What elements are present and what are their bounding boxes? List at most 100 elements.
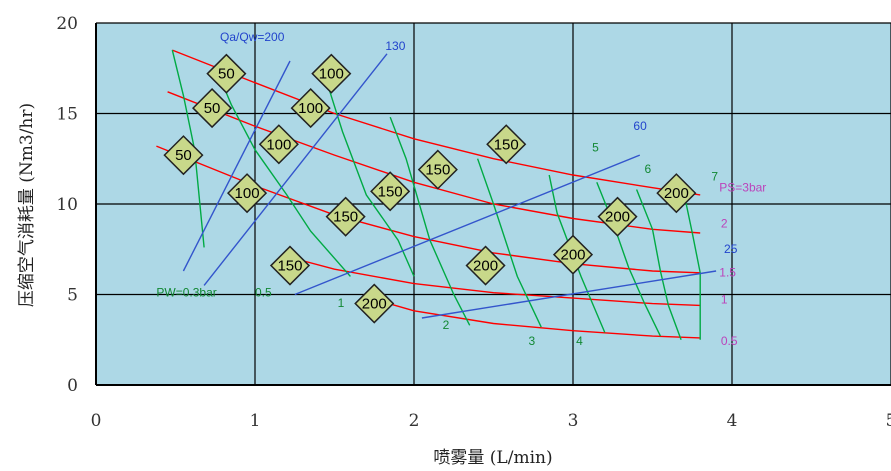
x-tick-label: 4	[727, 411, 738, 431]
series-line-2	[156, 145, 701, 274]
diamond-marker: 150	[325, 196, 366, 237]
diamond-marker: 50	[163, 135, 204, 176]
diamond-marker: 50	[192, 88, 233, 129]
diamond-value-label: 150	[333, 209, 358, 226]
diamond-value-label: 150	[494, 136, 519, 153]
diamond-shape	[354, 283, 395, 324]
diamond-marker: 200	[354, 283, 395, 324]
annotation-label: 4	[576, 334, 583, 348]
annotation-layer: Qa/Qw=200 130 60 25 PW=0.3bar 0.5 1 2 3 4 5 6 7PS=3b…	[156, 30, 766, 348]
series-line-17	[421, 270, 717, 319]
diamond-value-label: 150	[425, 162, 450, 179]
series-line-12	[635, 189, 682, 341]
annotation-label: 3	[528, 334, 535, 348]
diamond-value-label: 100	[298, 100, 323, 117]
diamond-value-label: 150	[378, 183, 403, 200]
x-tick-label: 3	[568, 411, 579, 431]
diamond-value-label: 200	[605, 209, 630, 226]
diamond-shape	[325, 196, 366, 237]
grid-lines	[95, 22, 891, 386]
series-line-5	[171, 49, 205, 248]
diamond-value-label: 50	[218, 66, 235, 83]
series-layer	[156, 49, 717, 341]
annotation-label: 2	[443, 318, 450, 332]
tick-labels: 01234505101520	[56, 14, 891, 431]
x-tick-label: 5	[886, 411, 891, 431]
diamond-shape	[269, 245, 311, 286]
diamond-shape	[656, 173, 697, 214]
diamond-marker: 100	[258, 124, 299, 165]
diamond-shape	[417, 149, 458, 190]
series-line-14	[182, 60, 291, 272]
annotation-label: 130	[385, 39, 405, 53]
diamond-shape	[311, 53, 352, 94]
diamond-marker: 50	[206, 53, 247, 94]
diamond-shape	[163, 135, 204, 176]
series-line-9	[476, 158, 542, 328]
diamond-value-label: 150	[277, 258, 302, 275]
y-tick-label: 0	[67, 376, 78, 396]
x-axis-title: 喷雾量 (L/min)	[433, 448, 552, 468]
series-line-16	[294, 154, 641, 296]
diamond-marker: 200	[465, 245, 506, 286]
annotation-label: 1.5	[719, 265, 736, 279]
diamond-marker: 150	[417, 149, 458, 190]
diamond-marker: 150	[486, 124, 527, 165]
series-line-13	[683, 194, 701, 340]
diamond-value-label: 50	[175, 147, 192, 164]
annotation-label: 2	[721, 217, 728, 231]
annotation-label: PW=0.3bar	[156, 285, 216, 299]
diamond-marker: 200	[552, 234, 594, 275]
diamond-shape	[465, 245, 506, 286]
diamond-value-label: 100	[235, 185, 260, 202]
annotation-label: 25	[724, 242, 738, 256]
diamond-value-label: 200	[362, 296, 387, 313]
diamond-marker: 150	[269, 245, 311, 286]
annotation-label: 7	[711, 169, 718, 183]
diamond-shape	[226, 173, 268, 214]
diamond-shape	[370, 171, 411, 212]
series-line-3	[286, 255, 701, 307]
diamond-value-label: 100	[319, 66, 344, 83]
annotation-label: 0.5	[255, 285, 272, 299]
series-line-4	[382, 301, 701, 339]
annotation-label: 5	[592, 141, 599, 155]
series-line-6	[214, 66, 351, 277]
diamond-marker: 100	[226, 173, 268, 214]
diamond-label-layer: 50 100 50 100 100 50 150 150 100 150 200 150 200 200 1…	[163, 53, 697, 324]
diamond-marker: 100	[311, 53, 352, 94]
diamond-value-label: 100	[266, 136, 291, 153]
annotation-label: 6	[645, 162, 652, 176]
y-tick-label: 10	[56, 195, 78, 215]
diamond-shape	[258, 124, 299, 165]
diamond-shape	[597, 196, 638, 237]
diamond-shape	[290, 88, 331, 129]
annotation-label: 0.5	[721, 334, 738, 348]
series-line-15	[203, 53, 388, 286]
x-tick-label: 2	[409, 411, 420, 431]
diamond-marker: 150	[370, 171, 411, 212]
diamond-shape	[552, 234, 594, 275]
diamond-value-label: 200	[473, 258, 498, 275]
annotation-label: Qa/Qw=200	[220, 30, 285, 44]
annotation-label: 1	[721, 293, 728, 307]
diamond-shape	[486, 124, 527, 165]
diamond-marker: 200	[597, 196, 638, 237]
y-tick-label: 5	[67, 286, 78, 306]
x-tick-label: 0	[91, 411, 102, 431]
y-axis-title: 压缩空气消耗量 (Nm3/hr)	[17, 103, 37, 307]
series-line-0	[172, 49, 701, 196]
x-tick-label: 1	[250, 411, 261, 431]
annotation-label: 1	[338, 296, 345, 310]
diamond-shape	[192, 88, 233, 129]
series-line-1	[167, 91, 701, 234]
diamond-value-label: 50	[204, 100, 221, 117]
diamond-value-label: 200	[664, 185, 689, 202]
diamond-marker: 200	[656, 173, 697, 214]
annotation-label: PS=3bar	[719, 180, 766, 194]
y-tick-label: 15	[56, 105, 78, 125]
diamond-value-label: 200	[560, 247, 585, 264]
y-tick-label: 20	[56, 14, 78, 34]
annotation-label: 60	[633, 119, 647, 133]
